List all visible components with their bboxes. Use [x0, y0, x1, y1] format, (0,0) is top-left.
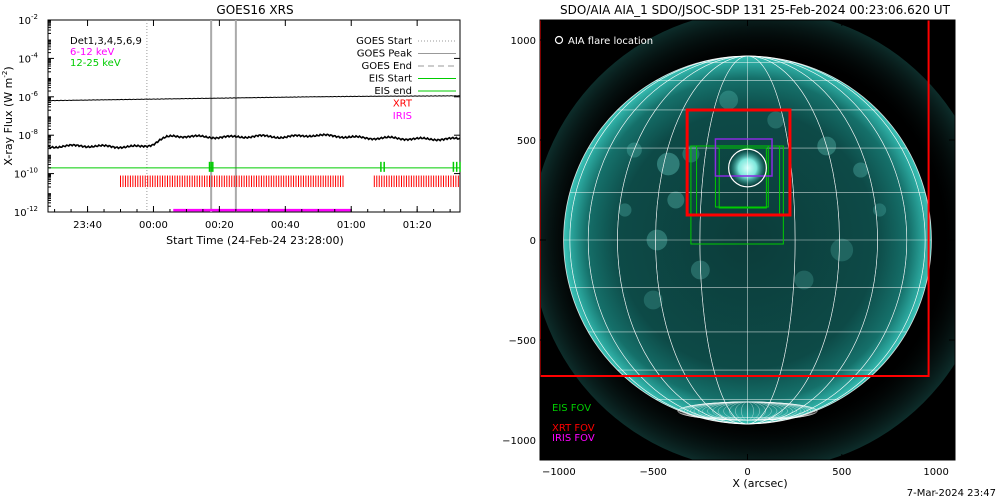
active-region-blob	[618, 203, 632, 217]
iris-fov-box	[714, 138, 773, 177]
goes-y-ticks: 10-12 10-10 10-8 10-6 10-4 10-2	[14, 13, 460, 219]
goes-legend-entry: 12-25 keV	[70, 58, 121, 69]
polar-grid-line	[677, 401, 818, 421]
goes-panel: GOES16 XRS 23:40 00:00 00:20 00:40 01:00 01:2…	[1, 3, 461, 247]
y-tick-label: 500	[517, 136, 536, 147]
y-tick-label: 10-6	[18, 90, 38, 104]
aia-y-ticks: −1000 −500 0 500 1000	[502, 36, 955, 447]
active-region-blob	[767, 111, 785, 129]
x-tick-label: 0	[744, 467, 750, 478]
goes-x-ticks: 23:40 00:00 00:20 00:40 01:00 01:20	[54, 20, 451, 231]
xrt-observation-segment	[120, 175, 344, 188]
aia-x-ticks: −1000 −500 0 500 1000	[542, 20, 949, 478]
goes-title: GOES16 XRS	[216, 3, 293, 17]
goes-legend-entry: Det1,3,4,5,6,9	[70, 36, 142, 47]
goes-legend-right-entry: GOES End	[362, 61, 412, 72]
active-region-blob	[667, 191, 685, 209]
active-region-blob	[830, 238, 854, 262]
goes-legend-right-entry: GOES Start	[356, 36, 412, 47]
goes-legend-right-entry: XRT	[393, 99, 413, 110]
goes-y-axis-label: X-ray Flux (W m-2)	[1, 66, 15, 165]
y-tick-label: 1000	[511, 36, 536, 47]
xrt-observation-segment	[373, 175, 459, 188]
aia-x-axis-label: X (arcsec)	[732, 477, 787, 490]
x-tick-label: 00:00	[139, 220, 168, 231]
active-region-blob	[719, 90, 739, 110]
fov-legend-entry: EIS FOV	[552, 403, 591, 414]
goes-legend-right-entry: EIS Start	[369, 74, 412, 85]
active-region-blob	[643, 290, 663, 310]
aia-overlays	[540, 20, 930, 377]
goes-legend-right-entry: GOES Peak	[357, 49, 412, 60]
active-region-blob	[872, 203, 887, 217]
eis-fov-box	[718, 147, 767, 209]
goes-x-axis-label: Start Time (24-Feb-24 23:28:00)	[166, 234, 344, 247]
footer-timestamp: 7-Mar-2024 23:47	[907, 488, 996, 499]
x-tick-label: 500	[832, 467, 851, 478]
y-tick-label: 10-4	[18, 51, 38, 65]
fov-legend-entry: IRIS FOV	[552, 433, 595, 444]
limb-circle	[563, 55, 932, 425]
y-tick-label: 10-12	[14, 205, 38, 219]
goes-short-channel-line	[47, 133, 461, 150]
x-tick-label: 00:20	[205, 220, 234, 231]
xrt-fov-box-small	[685, 108, 792, 217]
goes-legend-right-entry: IRIS	[393, 111, 412, 122]
goes-plot-frame	[47, 19, 461, 213]
y-tick-label: 10-8	[18, 128, 38, 142]
flare-location-circle	[728, 148, 767, 188]
x-tick-label: −1000	[542, 467, 576, 478]
x-tick-label: 00:40	[271, 220, 300, 231]
x-tick-label: 01:20	[403, 220, 432, 231]
goes-long-channel-line	[47, 95, 460, 102]
x-tick-label: −500	[639, 467, 666, 478]
y-tick-label: −500	[509, 336, 536, 347]
x-tick-label: 1000	[923, 467, 948, 478]
goes-legend-right-entry: EIS end	[374, 86, 412, 97]
flare-location-legend: AIA flare location	[554, 35, 653, 47]
active-region-blob	[656, 152, 680, 176]
goes-marks	[47, 20, 461, 212]
aia-title: SDO/AIA AIA_1 SDO/JSOC-SDP 131 25-Feb-20…	[560, 3, 951, 17]
y-tick-label: 10-10	[14, 167, 38, 181]
goes-legend-entry: 6-12 keV	[70, 47, 114, 58]
xrt-fov-box-large	[540, 20, 930, 377]
heliographic-grid	[563, 55, 932, 425]
y-tick-label: −1000	[502, 436, 536, 447]
aia-panel: SDO/AIA AIA_1 SDO/JSOC-SDP 131 25-Feb-20…	[502, 3, 956, 490]
fov-legend-entry: XRT FOV	[552, 423, 595, 434]
flare-location-label: AIA flare location	[568, 36, 653, 47]
flare-marker-icon	[554, 35, 564, 45]
y-tick-label: 0	[530, 236, 536, 247]
active-region-blob	[794, 270, 814, 290]
x-tick-label: 01:00	[337, 220, 366, 231]
x-tick-label: 23:40	[73, 220, 102, 231]
y-tick-label: 10-2	[18, 13, 38, 27]
active-region-blob	[853, 162, 869, 178]
